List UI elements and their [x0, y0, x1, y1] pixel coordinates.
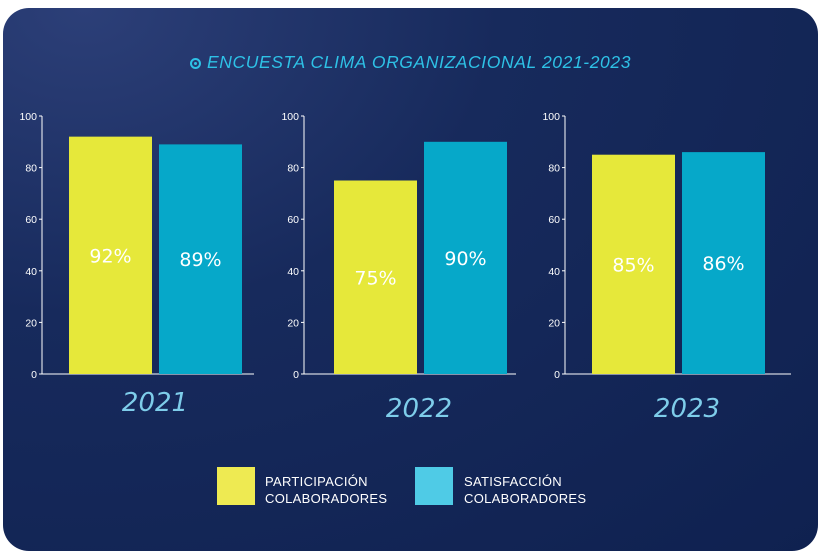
y-tick-label-2023-100: 100: [542, 111, 560, 123]
target-icon: [189, 58, 201, 69]
data-label-2021-series-1: 92%: [89, 245, 131, 267]
legend-label-participacion-line2: COLABORADORES: [265, 491, 388, 506]
y-tick-label-2022-60: 60: [287, 214, 299, 226]
y-tick-label-2021-20: 20: [25, 317, 37, 329]
group-label-2022: 2022: [386, 394, 452, 424]
y-tick-label-2021-60: 60: [25, 214, 37, 226]
legend-label-satisfaccion: SATISFACCIÓN COLABORADORES: [464, 473, 586, 507]
y-tick-label-2023-0: 0: [554, 369, 560, 381]
y-tick-label-2022-100: 100: [281, 111, 299, 123]
data-label-2022-series-1: 75%: [354, 267, 396, 289]
data-label-2023-series-2: 86%: [702, 253, 744, 275]
legend-label-participacion-line1: PARTICIPACIÓN: [265, 474, 368, 489]
chart-title: ENCUESTA CLIMA ORGANIZACIONAL 2021-2023: [206, 52, 632, 72]
legend-swatch-satisfaccion: [415, 467, 453, 505]
chart-card: ENCUESTA CLIMA ORGANIZACIONAL 2021-2023 …: [3, 8, 818, 551]
chart-title-row: ENCUESTA CLIMA ORGANIZACIONAL 2021-2023: [3, 52, 818, 73]
bar-2021-series-1: [69, 136, 152, 374]
data-label-2023-series-1: 85%: [612, 254, 654, 276]
bar-2023-series-1: [592, 154, 675, 374]
y-tick-label-2023-60: 60: [548, 214, 560, 226]
y-tick-label-2023-20: 20: [548, 317, 560, 329]
chart-svg: 0 20 40 60 80 100 92% 89% 2021 0 20 40 60 80 100 75% 90%…: [19, 111, 791, 424]
bar-2022-series-1: [334, 180, 417, 374]
y-tick-label-2022-20: 20: [287, 317, 299, 329]
y-tick-label-2023-40: 40: [548, 266, 560, 278]
y-tick-label-2021-0: 0: [31, 369, 37, 381]
bar-2021-series-2: [159, 144, 242, 374]
legend-swatch-participacion: [217, 467, 255, 505]
legend-label-participacion: PARTICIPACIÓN COLABORADORES: [265, 473, 387, 507]
bar-2022-series-2: [424, 141, 507, 374]
bar-2023-series-2: [682, 152, 765, 374]
legend-label-satisfaccion-line2: COLABORADORES: [464, 491, 587, 506]
y-tick-label-2021-100: 100: [19, 111, 37, 123]
y-tick-label-2022-0: 0: [293, 369, 299, 381]
data-label-2022-series-2: 90%: [444, 248, 486, 270]
y-tick-label-2021-40: 40: [25, 266, 37, 278]
data-label-2021-series-2: 89%: [179, 249, 221, 271]
y-tick-label-2022-40: 40: [287, 266, 299, 278]
y-tick-label-2021-80: 80: [25, 163, 37, 175]
legend-label-satisfaccion-line1: SATISFACCIÓN: [464, 474, 562, 489]
group-label-2021: 2021: [122, 388, 188, 418]
group-label-2023: 2023: [654, 394, 720, 424]
y-tick-label-2023-80: 80: [548, 163, 560, 175]
y-tick-label-2022-80: 80: [287, 163, 299, 175]
